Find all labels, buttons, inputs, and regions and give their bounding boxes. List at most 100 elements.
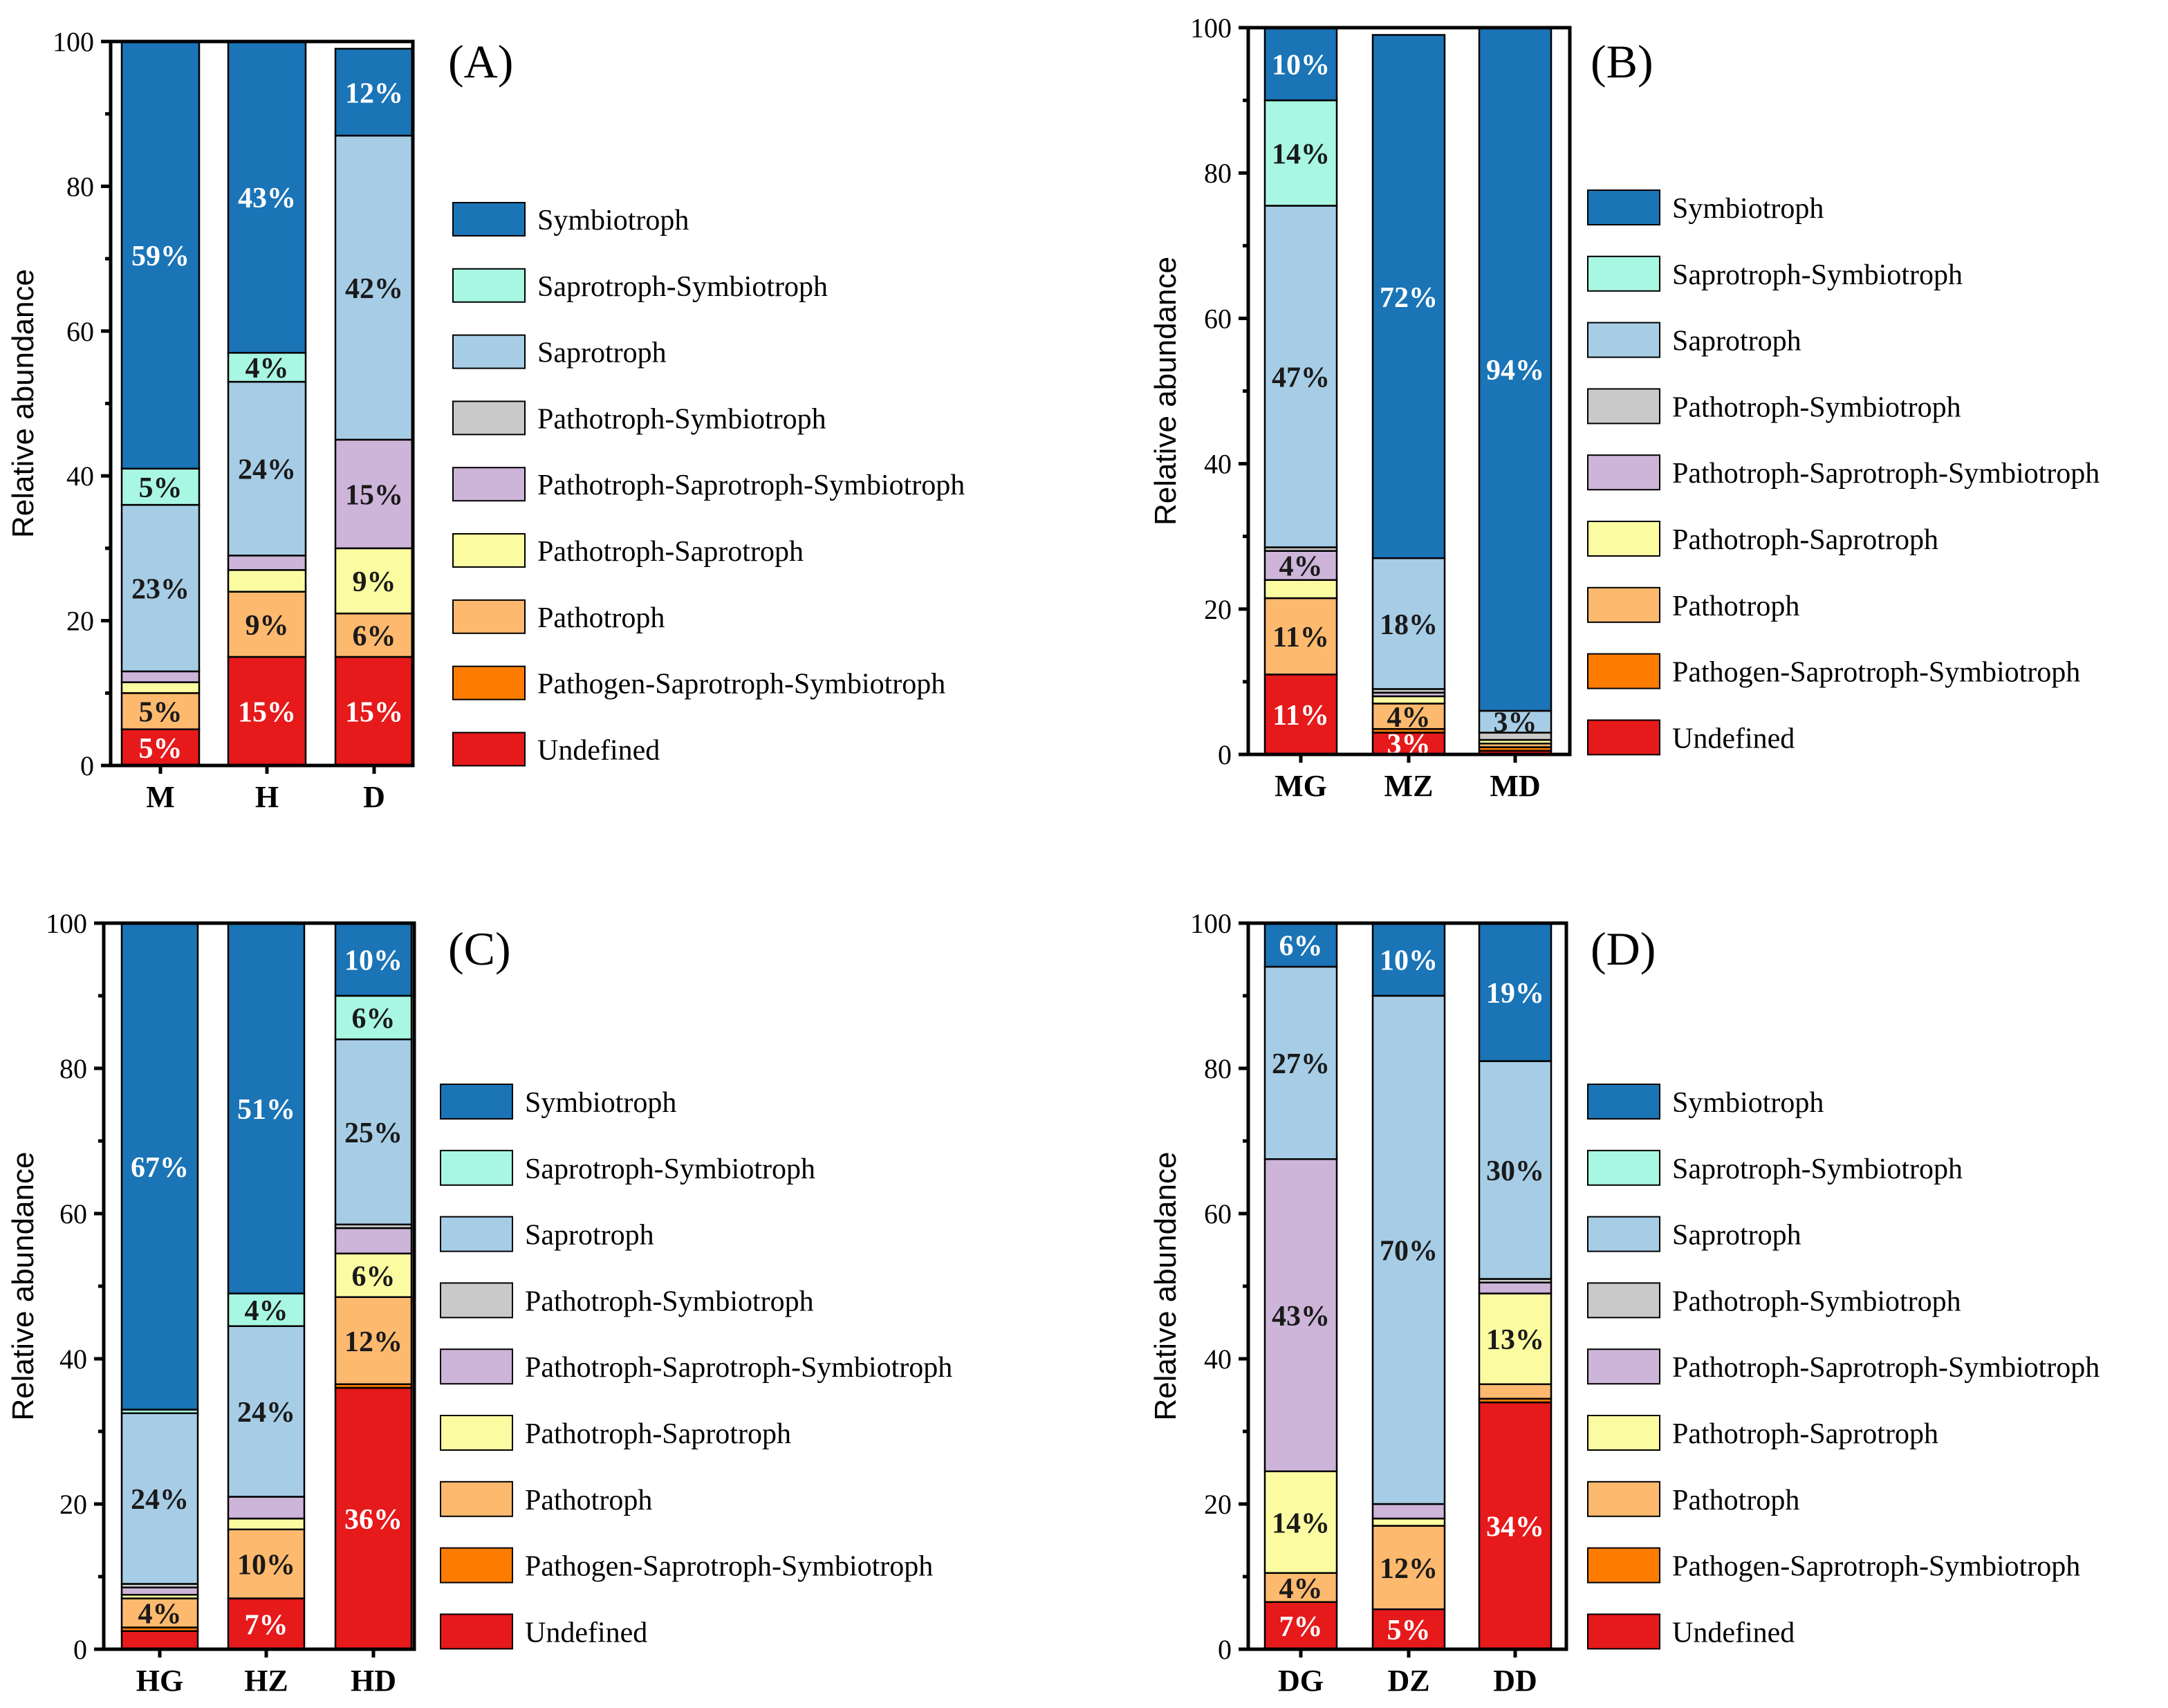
segment-D-symbiotroph: [334, 48, 414, 137]
data-label: 24%: [131, 1484, 189, 1516]
bar-HG: 4% 24% 67%: [120, 922, 199, 1651]
y-tick-label: 60: [1204, 303, 1232, 334]
legend-label: Symbiotroph: [537, 205, 689, 236]
panel-c: 4% 24% 67% HG 7% 10% 24% 4% 51% HZ 36% 12% 6% 25% 6% 10…: [6, 908, 952, 1698]
x-tick-label: MG: [1275, 769, 1327, 803]
legend-label: Saprotroph-Symbiotroph: [1672, 1153, 1963, 1185]
data-label: 12%: [1380, 1553, 1438, 1585]
data-label: 12%: [345, 77, 403, 109]
y-tick-label: 20: [1204, 1489, 1232, 1520]
segment-H-undefined: [227, 656, 307, 767]
data-label: 36%: [344, 1504, 402, 1536]
data-label: 19%: [1486, 978, 1544, 1010]
segment-M-pathotroph-saprotroph: [120, 681, 201, 694]
data-label: 9%: [245, 610, 289, 642]
data-label: 10%: [1380, 945, 1438, 977]
legend-swatch: [1587, 653, 1660, 689]
segment-HG-undefined: [120, 1630, 199, 1651]
data-label: 43%: [238, 183, 296, 214]
segment-MD-saprotroph: [1478, 709, 1553, 734]
data-label: 47%: [1272, 362, 1330, 393]
legend-label: Pathotroph-Symbiotroph: [537, 403, 826, 435]
legend-label: Pathotroph-Symbiotroph: [525, 1285, 814, 1317]
segment-DG-symbiotroph: [1263, 922, 1338, 968]
segment-DD-pathotroph-saprotroph-symbiotroph: [1478, 1281, 1553, 1294]
segment-H-saprotroph-symbiotroph: [227, 351, 307, 383]
legend-label: Saprotroph-Symbiotroph: [525, 1153, 815, 1185]
segment-DD-pathotroph-saprotroph: [1478, 1292, 1553, 1385]
legend-swatch: [1587, 1547, 1660, 1584]
segment-HZ-undefined: [227, 1597, 306, 1651]
data-label: 4%: [1387, 702, 1431, 734]
data-label: 51%: [237, 1094, 295, 1126]
y-axis-label: Relative abundance: [1149, 1152, 1183, 1421]
legend-swatch: [1587, 1282, 1660, 1319]
data-label: 5%: [139, 472, 183, 504]
legend-swatch: [452, 732, 526, 767]
legend-swatch: [452, 334, 526, 369]
segment-H-pathotroph: [227, 591, 307, 658]
segment-DG-saprotroph: [1263, 965, 1338, 1160]
legend-label: Symbiotroph: [1672, 1087, 1824, 1119]
legend-label: Pathogen-Saprotroph-Symbiotroph: [1672, 1551, 2080, 1583]
legend-swatch: [1587, 189, 1660, 225]
legend-swatch: [440, 1216, 513, 1252]
panel-tag: (C): [448, 922, 511, 975]
y-axis-label: Relative abundance: [6, 1152, 40, 1421]
segment-MZ-symbiotroph: [1371, 34, 1446, 559]
x-tick-label: HZ: [244, 1664, 288, 1698]
legend-label: Saprotroph: [1672, 1220, 1801, 1252]
legend-swatch: [1587, 1084, 1660, 1120]
segment-DZ-pathotroph-saprotroph-symbiotroph: [1371, 1503, 1446, 1520]
y-tick-label: 100: [53, 26, 94, 57]
x-tick-label: HD: [351, 1664, 396, 1698]
y-tick-label: 80: [1204, 1053, 1232, 1084]
data-label: 12%: [344, 1326, 402, 1358]
legend-swatch: [452, 268, 526, 303]
data-label: 6%: [1279, 931, 1323, 963]
legend-swatch: [452, 599, 526, 634]
legend-label: Pathotroph-Saprotroph-Symbiotroph: [1672, 1352, 2100, 1384]
data-label: 15%: [345, 479, 403, 511]
data-label: 3%: [1494, 707, 1537, 739]
legend-swatch: [440, 1282, 513, 1319]
data-label: 67%: [131, 1152, 189, 1184]
legend-swatch: [1587, 586, 1660, 623]
data-label: 24%: [238, 454, 296, 486]
segment-MG-symbiotroph: [1263, 26, 1338, 102]
legend-swatch: [1587, 1613, 1660, 1650]
legend-swatch: [1587, 454, 1660, 491]
segment-MZ-undefined: [1371, 732, 1446, 756]
segment-HD-symbiotroph: [334, 922, 413, 997]
segment-M-symbiotroph: [120, 40, 201, 470]
bar-DD: 34% 13% 30% 19%: [1478, 922, 1553, 1651]
segment-M-pathotroph: [120, 692, 201, 730]
legend-swatch: [440, 1084, 513, 1120]
legend-swatch: [452, 202, 526, 236]
legend-swatch: [440, 1547, 513, 1584]
x-tick-label: DZ: [1387, 1664, 1429, 1698]
legend-swatch: [440, 1348, 513, 1385]
legend-swatch: [1587, 719, 1660, 756]
legend-swatch: [440, 1415, 513, 1451]
y-tick-label: 40: [66, 461, 94, 492]
segment-HZ-pathotroph-saprotroph: [227, 1517, 306, 1530]
segment-MZ-saprotroph: [1371, 557, 1446, 690]
legend-swatch: [1587, 1348, 1660, 1385]
data-label: 11%: [1272, 622, 1329, 653]
segment-MG-saprotroph: [1263, 205, 1338, 548]
y-tick-label: 20: [59, 1489, 87, 1520]
data-label: 6%: [352, 1003, 396, 1035]
y-tick-label: 40: [1204, 1344, 1232, 1375]
x-tick-label: H: [255, 780, 279, 814]
y-tick-label: 0: [1218, 1634, 1232, 1665]
legend-swatch: [452, 400, 526, 436]
bar-HD: 36% 12% 6% 25% 6% 10%: [334, 922, 413, 1651]
segment-MZ-pathotroph-saprotroph: [1371, 695, 1446, 705]
y-tick-label: 80: [59, 1053, 87, 1084]
y-tick-label: 0: [80, 750, 94, 781]
legend-label: Saprotroph-Symbiotroph: [537, 271, 828, 303]
legend-label: Pathotroph-Saprotroph-Symbiotroph: [525, 1352, 952, 1384]
bar-M: 5% 5% 23% 5% 59%: [120, 40, 201, 767]
segment-HZ-pathotroph: [227, 1528, 306, 1599]
